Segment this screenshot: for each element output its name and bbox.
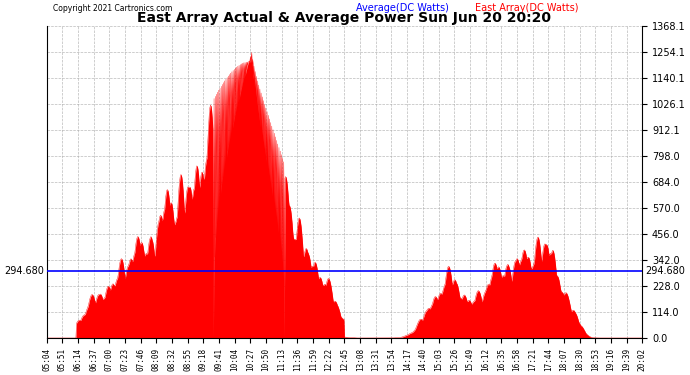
Text: East Array(DC Watts): East Array(DC Watts) [475,3,579,13]
Text: Average(DC Watts): Average(DC Watts) [357,3,449,13]
Text: 294.680: 294.680 [645,266,685,276]
Text: 294.680: 294.680 [4,266,43,276]
Text: Copyright 2021 Cartronics.com: Copyright 2021 Cartronics.com [52,4,172,13]
Title: East Array Actual & Average Power Sun Jun 20 20:20: East Array Actual & Average Power Sun Ju… [137,10,551,24]
